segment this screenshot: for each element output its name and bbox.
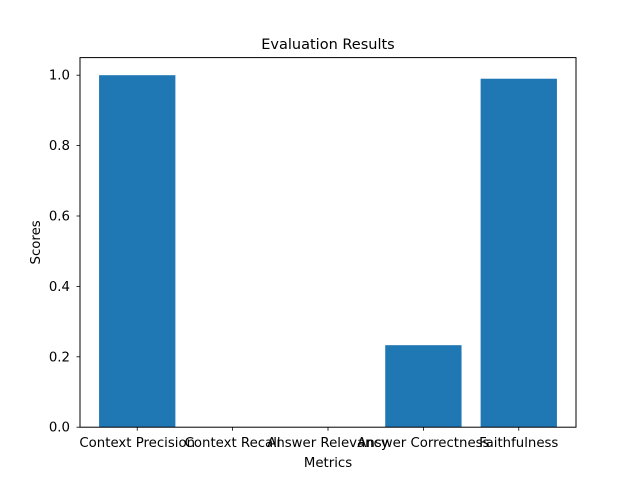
y-tick-label: 0.4 <box>49 280 70 295</box>
bar-context-precision <box>99 75 176 428</box>
x-tick-label: Context Recall <box>185 436 281 451</box>
x-axis-label: Metrics <box>304 456 352 471</box>
bar-faithfulness <box>480 78 557 428</box>
x-tick-label: Faithfulness <box>479 436 558 451</box>
chart-title: Evaluation Results <box>261 37 394 53</box>
y-tick-label: 1.0 <box>49 69 70 84</box>
bar-answer-correctness <box>385 345 462 428</box>
y-tick-label: 0.6 <box>49 210 70 225</box>
plot-frame <box>79 57 577 428</box>
x-tick-label: Answer Correctness <box>357 436 489 451</box>
bars-group <box>99 75 557 428</box>
x-tick-label: Context Precision <box>79 436 195 451</box>
y-tick-label: 0.2 <box>49 350 70 365</box>
y-axis-label: Scores <box>29 220 44 264</box>
x-tick-label: Answer Relevancy <box>267 436 389 451</box>
y-axis: 0.0 0.2 0.4 0.6 0.8 1.0 <box>49 69 80 436</box>
y-tick-label: 0.8 <box>49 139 70 154</box>
y-tick-label: 0.0 <box>49 421 70 436</box>
